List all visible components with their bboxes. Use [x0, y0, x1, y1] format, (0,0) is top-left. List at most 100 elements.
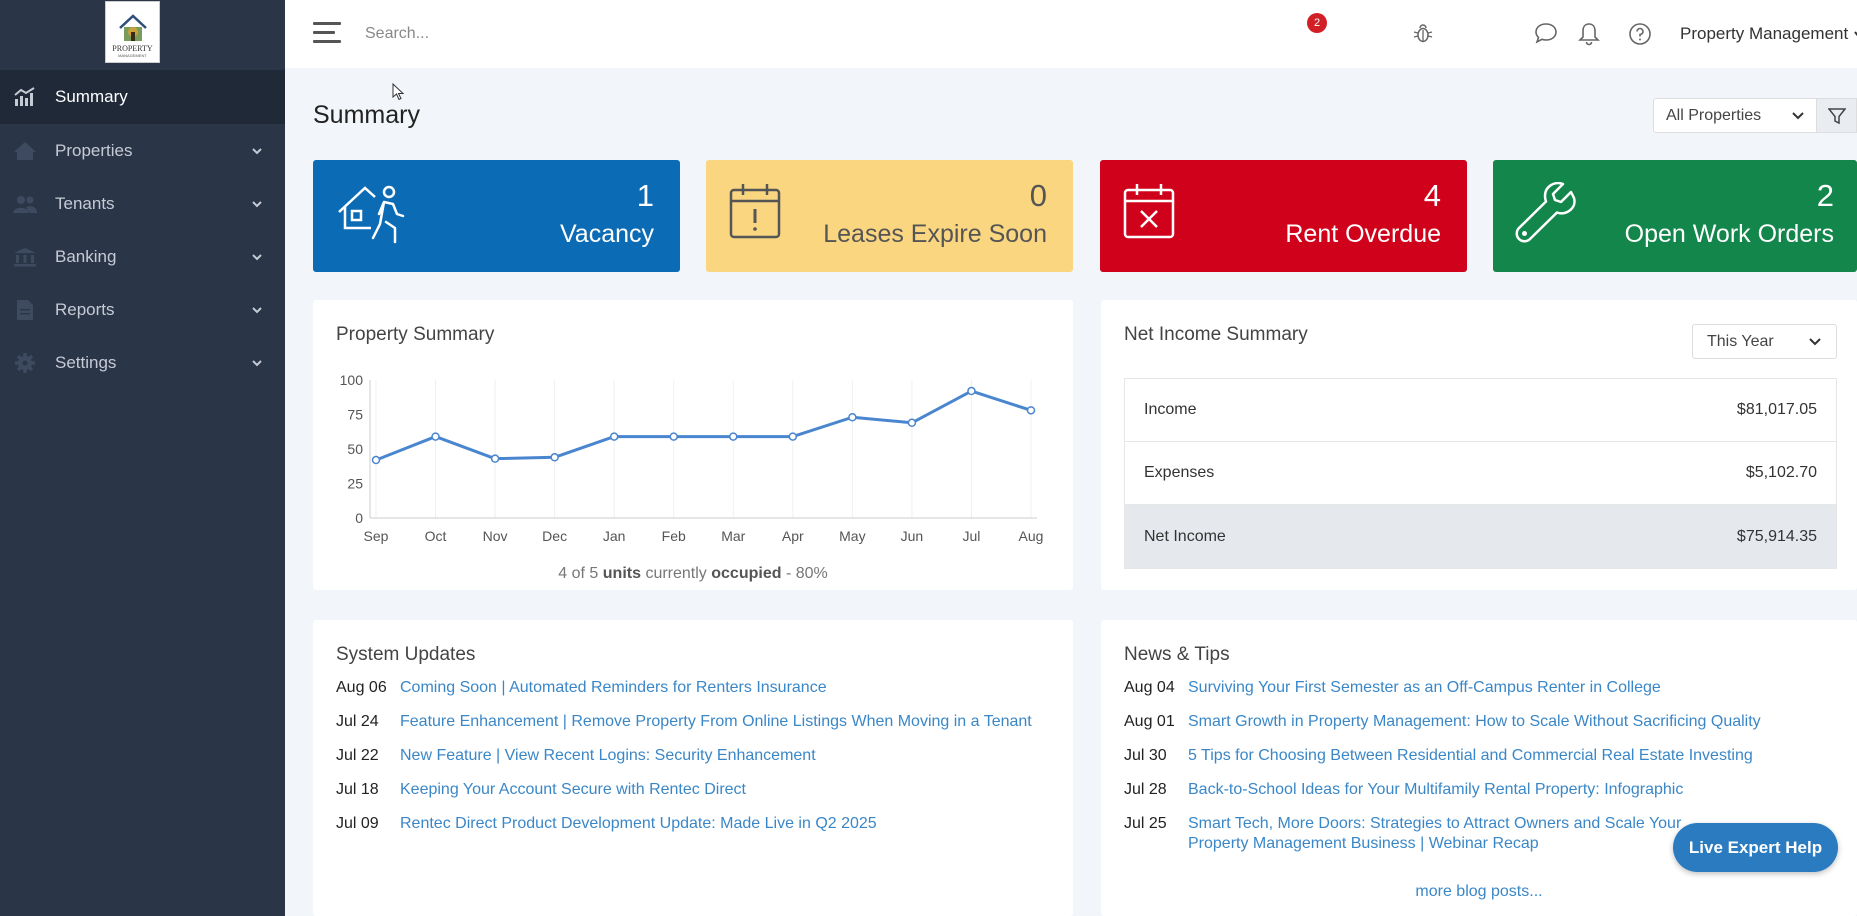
work-orders-count: 2: [1816, 178, 1834, 213]
y-tick-label: 50: [347, 441, 363, 457]
house-logo-icon: [118, 14, 147, 41]
data-point: [967, 386, 976, 396]
net-income-panel: Net Income Summary This Year Income $81,0…: [1101, 300, 1857, 590]
list-item: Jul 18 Keeping Your Account Secure with R…: [336, 781, 746, 798]
leases-expire-label: Leases Expire Soon: [823, 220, 1047, 248]
data-point: [550, 453, 559, 462]
sidebar-item-summary[interactable]: Summary: [0, 70, 285, 124]
sidebar-item-banking[interactable]: Banking: [0, 230, 285, 283]
x-tick-label: May: [839, 528, 865, 544]
occupancy-series-line: [375, 389, 1032, 462]
logo-subtext: MANAGEMENT: [118, 53, 147, 58]
bank-icon: [12, 246, 38, 268]
y-tick-label: 25: [347, 476, 363, 492]
work-orders-label: Open Work Orders: [1624, 220, 1834, 248]
sidebar-item-reports[interactable]: Reports: [0, 283, 285, 336]
x-tick-label: Feb: [662, 528, 686, 544]
update-link[interactable]: Coming Soon | Automated Reminders for Re…: [400, 679, 827, 696]
wrench-icon: [1515, 182, 1576, 243]
sidebar-item-properties[interactable]: Properties: [0, 124, 285, 177]
updates-list: Aug 06 Coming Soon | Automated Reminders …: [336, 678, 1032, 848]
bug-icon[interactable]: [1412, 22, 1434, 44]
chevron-down-icon: [252, 359, 262, 366]
hamburger-menu-icon[interactable]: [313, 22, 341, 44]
update-link[interactable]: New Feature | View Recent Logins: Securi…: [400, 747, 816, 764]
data-point: [907, 418, 917, 428]
data-point: [609, 432, 619, 441]
sidebar: PROPERTY MANAGEMENT Summary Properties T…: [0, 0, 285, 916]
sidebar-item-label: Properties: [55, 140, 133, 160]
news-link[interactable]: Back-to-School Ideas for Your Multifamil…: [1188, 781, 1684, 798]
occupancy-line-chart: 0 25 50 75 100 Sep Oct Nov Dec Jan Feb Mar Apr May Jun…: [340, 372, 1044, 544]
chevron-down-icon: [1809, 337, 1821, 345]
account-label: Property Management: [1680, 24, 1849, 43]
filter-button[interactable]: [1816, 98, 1857, 133]
vacancy-count: 1: [636, 178, 654, 213]
x-tick-label: Apr: [782, 528, 804, 544]
news-link[interactable]: Smart Growth in Property Management: How…: [1188, 713, 1761, 730]
list-item: Jul 24 Feature Enhancement | Remove Prope…: [336, 713, 1032, 730]
chat-icon[interactable]: [1534, 22, 1558, 44]
data-point: [788, 432, 798, 441]
company-logo[interactable]: PROPERTY MANAGEMENT: [105, 1, 160, 63]
sidebar-nav: Summary Properties Tenants Banking: [0, 70, 285, 389]
update-link[interactable]: Keeping Your Account Secure with Rentec …: [400, 781, 746, 798]
data-point: [848, 413, 857, 422]
x-tick-label: Aug: [1019, 528, 1044, 544]
property-filter-value: All Properties: [1666, 106, 1762, 124]
update-link[interactable]: Feature Enhancement | Remove Property Fr…: [400, 713, 1032, 730]
vacancy-card[interactable]: 1 Vacancy: [313, 160, 680, 272]
period-select[interactable]: This Year: [1692, 324, 1837, 359]
sidebar-item-label: Settings: [55, 352, 117, 372]
list-item: Aug 06 Coming Soon | Automated Reminders …: [336, 679, 827, 696]
top-bar: Property Management: [285, 0, 1857, 68]
panel-title: Net Income Summary: [1124, 324, 1308, 345]
list-item: Jul 25 Smart Tech, More Doors: Strategies…: [1124, 814, 1824, 854]
x-tick-label: Sep: [364, 528, 389, 544]
y-tick-label: 75: [347, 407, 363, 423]
vacancy-label: Vacancy: [559, 220, 654, 248]
list-item: Jul 22 New Feature | View Recent Logins: …: [336, 747, 816, 764]
data-point: [371, 455, 381, 465]
property-filter-select[interactable]: All Properties: [1653, 98, 1818, 133]
occupancy-summary: 4 of 5 units currently occupied - 80%: [558, 565, 828, 582]
sidebar-item-label: Reports: [55, 299, 115, 319]
income-table: Income $81,017.05 Expenses $5,102.70 Net I…: [1124, 378, 1837, 569]
work-orders-card[interactable]: 2 Open Work Orders: [1493, 160, 1857, 272]
leases-expire-card[interactable]: 0 Leases Expire Soon: [706, 160, 1073, 272]
sidebar-item-label: Summary: [55, 87, 128, 106]
news-link[interactable]: 5 Tips for Choosing Between Residential …: [1188, 747, 1753, 764]
list-item: Jul 09 Rentec Direct Product Development …: [336, 815, 877, 832]
help-icon[interactable]: [1628, 22, 1652, 46]
x-tick-label: Mar: [721, 528, 745, 544]
news-link[interactable]: Surviving Your First Semester as an Off-…: [1188, 679, 1661, 696]
x-tick-label: Oct: [425, 528, 447, 544]
property-summary-panel: Property Summary 0 25 50 75 100 Sep Oct Nov Dec J…: [313, 300, 1073, 590]
home-icon: [12, 140, 38, 162]
data-point: [1026, 406, 1036, 415]
table-row: Income $81,017.05: [1125, 379, 1836, 442]
update-link[interactable]: Rentec Direct Product Development Update…: [400, 815, 877, 832]
period-value: This Year: [1707, 332, 1774, 350]
sidebar-item-settings[interactable]: Settings: [0, 336, 285, 389]
news-link[interactable]: Smart Tech, More Doors: Strategies to At…: [1188, 815, 1682, 852]
system-updates-panel: System Updates Aug 06 Coming Soon | Autom…: [313, 620, 1073, 916]
more-blog-posts-link[interactable]: more blog posts...: [1415, 883, 1543, 900]
bell-icon[interactable]: [1578, 22, 1600, 46]
chevron-down-icon: [252, 200, 262, 207]
leases-expire-count: 0: [1029, 178, 1047, 213]
data-point: [431, 432, 440, 441]
list-item: Jul 28 Back-to-School Ideas for Your Mult…: [1124, 781, 1684, 798]
report-icon: [12, 299, 38, 321]
mouse-cursor-icon: [392, 83, 404, 101]
page-title: Summary: [313, 101, 420, 129]
sidebar-item-tenants[interactable]: Tenants: [0, 177, 285, 230]
users-icon: [12, 193, 38, 215]
search-input[interactable]: [365, 20, 765, 48]
account-menu[interactable]: Property Management: [1680, 24, 1857, 44]
sidebar-item-label: Tenants: [55, 193, 115, 213]
rent-overdue-label: Rent Overdue: [1285, 220, 1441, 248]
x-tick-label: Dec: [542, 528, 567, 544]
rent-overdue-card[interactable]: 4 Rent Overdue: [1100, 160, 1467, 272]
live-expert-help-button[interactable]: Live Expert Help: [1673, 823, 1838, 872]
